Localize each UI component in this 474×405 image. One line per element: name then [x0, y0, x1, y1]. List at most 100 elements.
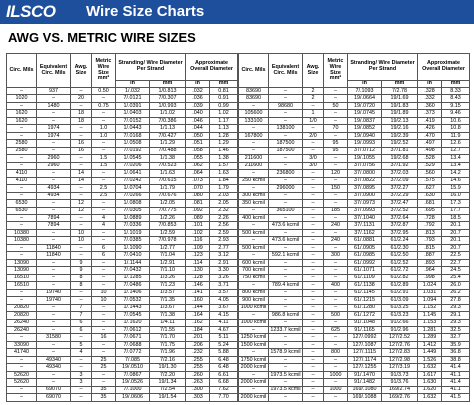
data-row: –1974–1.0 1/.0443 1/1.13.044 1.13 — [6, 124, 239, 133]
cell: 7/.0385 — [115, 236, 150, 245]
data-row: 41740–4–7/.0772 7/1.96.232 5.88 — [6, 348, 239, 357]
cell: – — [6, 393, 37, 402]
cell: 120 — [323, 169, 348, 178]
cell: 1/1.29 — [149, 139, 186, 148]
cell: .498 — [417, 146, 442, 156]
cell: 10 — [70, 228, 92, 238]
cell: 2.56 — [208, 221, 239, 230]
cell: 7/.0671 — [115, 333, 150, 342]
cell: 1.28 — [208, 131, 239, 141]
data-row: 350 kcmil – – –37/.0973 37/2.47.681 17.3 — [238, 198, 471, 208]
cell: 22.7 — [440, 258, 471, 268]
cell: 4 — [91, 213, 116, 223]
cell: 20.7 — [440, 228, 471, 238]
data-row: 2000 kcmil – – –127/.1255 127/3.19 1.632 41.4 — [238, 363, 471, 372]
cell: – — [91, 169, 116, 178]
cell: – — [70, 385, 92, 395]
cell: 7/2.20 — [149, 370, 186, 380]
cell: 4.11 — [208, 318, 239, 328]
cell: 7/.0266 — [115, 191, 150, 201]
cell: 35 — [91, 393, 116, 402]
data-row: 6530–12–7/.0305 7/0.775.092 2.32 — [6, 206, 239, 216]
cell: 169/2.74 — [381, 385, 418, 395]
cell: 2960 — [36, 161, 71, 171]
cell: – — [238, 311, 269, 320]
data-row: –1974–1.0 7/.0168 7/0.427.050 1.28 — [6, 131, 239, 141]
cell: 16 — [70, 146, 92, 156]
header-row: Circ. Mils Equivalent Circ. Mils Awg. Size… — [238, 53, 471, 88]
cell: 1/.0443 — [115, 124, 150, 133]
cell: 8.33 — [440, 86, 471, 96]
cell: .089 — [185, 213, 210, 223]
cell: – — [323, 340, 348, 350]
cell: 6.48 — [208, 355, 239, 365]
cell: 1.63 — [208, 169, 239, 178]
cell: 1/.1406 — [115, 288, 150, 298]
cell: – — [302, 221, 324, 230]
cell: – — [36, 228, 71, 238]
cell: – — [268, 340, 303, 350]
cell: – — [70, 333, 92, 342]
cell: – — [323, 243, 348, 253]
cell: 187500 — [268, 139, 303, 148]
cell: – — [238, 146, 269, 156]
data-row: 1000 kcmil – – –61/.1280 61/3.25 1.152 29.3 — [238, 303, 471, 313]
cell: 105600 — [238, 109, 269, 118]
cell: .040 — [185, 109, 210, 118]
cell: – — [268, 213, 303, 223]
cell: – — [36, 258, 71, 268]
cell: 1.79 — [208, 184, 239, 193]
cell: .081 — [185, 198, 210, 208]
cell: – — [323, 176, 348, 186]
cell: – — [268, 228, 303, 238]
cell: .373 — [417, 109, 442, 118]
cell: – — [36, 378, 71, 387]
cell: 6 — [91, 251, 116, 260]
data-row: 10380–10–7/.0385 7/0.978.116 2.93 — [6, 236, 239, 245]
cell: 7/0.427 — [149, 131, 186, 141]
column-header: Circ. Mils — [238, 53, 269, 88]
cell: 1/.1019 — [115, 228, 150, 238]
cell: – — [302, 325, 324, 335]
cell: 1/.0508 — [115, 139, 150, 148]
cell: 2000 kcmil — [238, 363, 269, 372]
cell: 2000 kcmil — [238, 378, 269, 387]
data-row: 1620–18–1/.0403 1/1.02.040 1.02 — [6, 109, 239, 118]
cell: 7/.0206 — [115, 161, 150, 171]
cell: – — [302, 393, 324, 402]
cell: – — [70, 124, 92, 133]
cell: .470 — [417, 131, 442, 141]
cell: .893 — [417, 258, 442, 268]
cell: – — [268, 333, 303, 342]
cell: 5.24 — [208, 340, 239, 350]
cell: 1.29 — [208, 139, 239, 148]
cell: 20.7 — [440, 243, 471, 253]
cell: 41740 — [6, 348, 37, 357]
cell: 3.30 — [208, 266, 239, 275]
unit-header: mm — [440, 80, 471, 88]
unit-header: in — [347, 80, 382, 88]
cell: 95 — [323, 139, 348, 148]
cell: 12 — [70, 206, 92, 216]
cell: 7/0.386 — [149, 116, 186, 126]
data-row: 105600–1–19/.0745 19/1.89.373 9.46 — [238, 109, 471, 118]
cell: – — [302, 124, 324, 133]
cell: 1.145 — [417, 311, 442, 320]
cell: 61/2.24 — [381, 236, 418, 245]
column-header: Awg. Size — [302, 53, 324, 88]
cell: – — [302, 251, 324, 260]
unit-header: in — [185, 80, 210, 88]
cell: 1/0 — [302, 116, 324, 126]
cell: – — [36, 311, 71, 320]
cell: 20820 — [6, 303, 37, 313]
cell: – — [36, 176, 71, 186]
data-row: –473.6 kcmil –240 37/.1131 37/2.87.792 20.1 — [238, 221, 471, 230]
cell: – — [91, 139, 116, 148]
cell: 4.05 — [208, 296, 239, 305]
cell: – — [302, 296, 324, 305]
cell: 19/.0526 — [115, 378, 150, 387]
data-row: 20820–7–7/.0545 7/1.38.164 4.15 — [6, 311, 239, 320]
cell: .128 — [185, 273, 210, 283]
cell: 1.17 — [208, 116, 239, 126]
cell: 26.2 — [440, 288, 471, 298]
